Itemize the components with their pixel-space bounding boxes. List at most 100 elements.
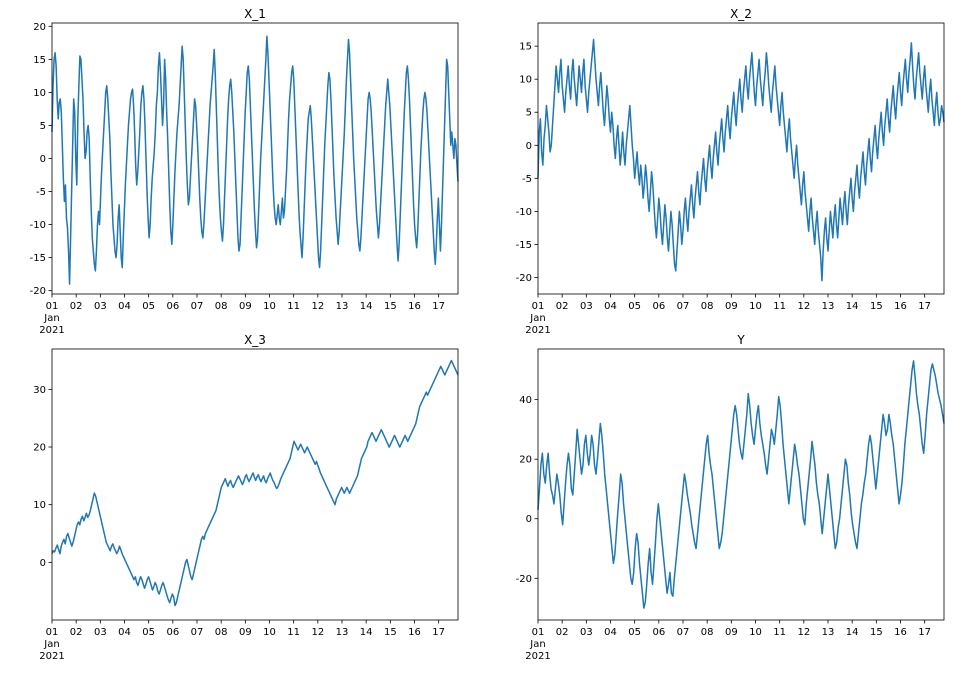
x-tick-label: 04 xyxy=(604,301,617,312)
x-tick-label: 08 xyxy=(215,627,228,638)
x-month-label: Jan xyxy=(529,639,545,650)
y-tick-label: 10 xyxy=(33,500,46,511)
x-tick-label: 08 xyxy=(701,301,714,312)
x-tick-label: 09 xyxy=(725,627,738,638)
x-tick-label: 07 xyxy=(191,627,204,638)
x-tick-label: 15 xyxy=(870,627,883,638)
x-tick-label: 13 xyxy=(822,627,835,638)
x-tick-label: 10 xyxy=(263,627,276,638)
x-year-label: 2021 xyxy=(39,325,64,336)
y-tick-label: -10 xyxy=(30,220,46,231)
panel-title: Y xyxy=(736,333,745,347)
y-tick-label: 5 xyxy=(526,108,532,119)
x-tick-label: 09 xyxy=(239,301,252,312)
x-tick-label: 07 xyxy=(677,627,690,638)
x-tick-label: 08 xyxy=(701,627,714,638)
x-month-label: Jan xyxy=(43,313,59,324)
x-tick-label: 06 xyxy=(166,301,179,312)
series-line xyxy=(537,360,945,609)
x-tick-label: 10 xyxy=(749,627,762,638)
y-tick-label: 40 xyxy=(519,395,532,406)
x-tick-label: 15 xyxy=(384,627,397,638)
y-tick-label: 15 xyxy=(33,55,46,66)
x-tick-label: 06 xyxy=(652,627,665,638)
y-tick-label: 10 xyxy=(519,75,532,86)
panel-title: X_2 xyxy=(730,7,752,21)
series-line xyxy=(51,359,459,607)
axes-frame xyxy=(51,348,459,621)
x-tick-label: 12 xyxy=(797,301,810,312)
x-tick-label: 10 xyxy=(749,301,762,312)
x-tick-label: 16 xyxy=(894,627,907,638)
x-tick-label: 04 xyxy=(118,627,131,638)
x-tick-label: 12 xyxy=(311,627,324,638)
x-tick-label: 01 xyxy=(532,301,545,312)
y-tick-label: 0 xyxy=(526,514,532,525)
series-line xyxy=(51,35,459,285)
series-line xyxy=(537,38,945,282)
y-tick-label: 20 xyxy=(33,443,46,454)
y-tick-label: 30 xyxy=(33,385,46,396)
x-tick-label: 02 xyxy=(70,301,83,312)
x-tick-label: 07 xyxy=(191,301,204,312)
x-tick-label: 02 xyxy=(556,627,569,638)
x-tick-label: 12 xyxy=(311,301,324,312)
panel-x3: X_3 30 20 10 0 01 02 03 04 05 06 07 08 09 10 11 12 13 14 1… xyxy=(33,333,459,662)
x-tick-label: 12 xyxy=(797,627,810,638)
axes-frame xyxy=(537,348,945,621)
x-year-label: 2021 xyxy=(525,325,550,336)
y-tick-label: -20 xyxy=(516,273,532,284)
x-tick-label: 08 xyxy=(215,301,228,312)
x-tick-label: 11 xyxy=(287,301,300,312)
y-tick-label: -10 xyxy=(516,207,532,218)
x-tick-label: 01 xyxy=(46,301,59,312)
x-tick-label: 14 xyxy=(846,627,859,638)
x-tick-label: 17 xyxy=(432,301,445,312)
x-tick-label: 06 xyxy=(652,301,665,312)
x-tick-label: 03 xyxy=(94,627,107,638)
x-tick-label: 05 xyxy=(628,627,641,638)
y-tick-label: 0 xyxy=(40,154,46,165)
x-tick-label: 06 xyxy=(166,627,179,638)
x-tick-label: 01 xyxy=(532,627,545,638)
x-tick-label: 09 xyxy=(725,301,738,312)
x-tick-label: 05 xyxy=(142,627,155,638)
y-tick-label: 5 xyxy=(40,121,46,132)
x-month-label: Jan xyxy=(43,639,59,650)
x-tick-label: 16 xyxy=(408,627,421,638)
x-tick-label: 17 xyxy=(918,301,931,312)
x-tick-label: 03 xyxy=(580,627,593,638)
x-tick-label: 17 xyxy=(918,627,931,638)
x-tick-label: 16 xyxy=(894,301,907,312)
x-tick-label: 15 xyxy=(384,301,397,312)
x-tick-label: 14 xyxy=(360,627,373,638)
x-tick-label: 02 xyxy=(556,301,569,312)
x-tick-label: 11 xyxy=(287,627,300,638)
x-tick-label: 14 xyxy=(846,301,859,312)
x-tick-label: 04 xyxy=(604,627,617,638)
x-tick-label: 13 xyxy=(822,301,835,312)
x-tick-label: 07 xyxy=(677,301,690,312)
axes-frame xyxy=(537,22,945,295)
x-tick-label: 03 xyxy=(580,301,593,312)
x-tick-label: 15 xyxy=(870,301,883,312)
x-month-label: Jan xyxy=(529,313,545,324)
x-tick-label: 16 xyxy=(408,301,421,312)
x-tick-label: 05 xyxy=(142,301,155,312)
x-tick-label: 10 xyxy=(263,301,276,312)
x-tick-label: 13 xyxy=(336,301,349,312)
y-tick-label: 15 xyxy=(519,42,532,53)
y-tick-label: 0 xyxy=(526,141,532,152)
x-tick-label: 11 xyxy=(773,301,786,312)
panel-title: X_1 xyxy=(244,7,266,21)
panel-x2: X_2 15 10 5 0 -5 -10 -15 -20 01 02 03 04 05 06 07 08 09 1… xyxy=(516,7,945,336)
y-tick-label: -5 xyxy=(522,174,532,185)
x-tick-label: 04 xyxy=(118,301,131,312)
panel-y: Y 40 20 0 -20 01 02 03 04 05 06 07 08 09 10 11 12 13 14 15… xyxy=(516,333,945,662)
x-year-label: 2021 xyxy=(525,651,550,662)
x-tick-label: 14 xyxy=(360,301,373,312)
x-year-label: 2021 xyxy=(39,651,64,662)
